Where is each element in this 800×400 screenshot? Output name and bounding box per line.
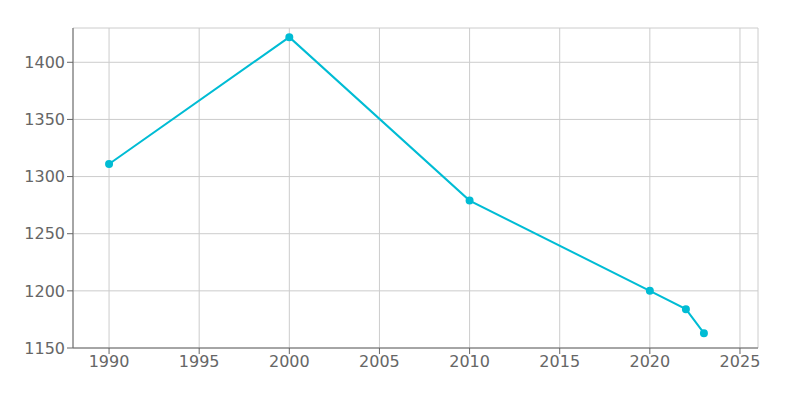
svg-text:2015: 2015: [539, 352, 580, 371]
svg-text:2010: 2010: [449, 352, 490, 371]
svg-text:2020: 2020: [629, 352, 670, 371]
svg-text:1150: 1150: [24, 339, 65, 358]
svg-text:1300: 1300: [24, 167, 65, 186]
svg-text:1990: 1990: [89, 352, 130, 371]
svg-text:2005: 2005: [359, 352, 400, 371]
svg-text:1200: 1200: [24, 282, 65, 301]
svg-text:2025: 2025: [720, 352, 761, 371]
svg-text:1995: 1995: [179, 352, 220, 371]
svg-text:1350: 1350: [24, 110, 65, 129]
svg-text:1400: 1400: [24, 53, 65, 72]
svg-text:2000: 2000: [269, 352, 310, 371]
svg-text:1250: 1250: [24, 224, 65, 243]
